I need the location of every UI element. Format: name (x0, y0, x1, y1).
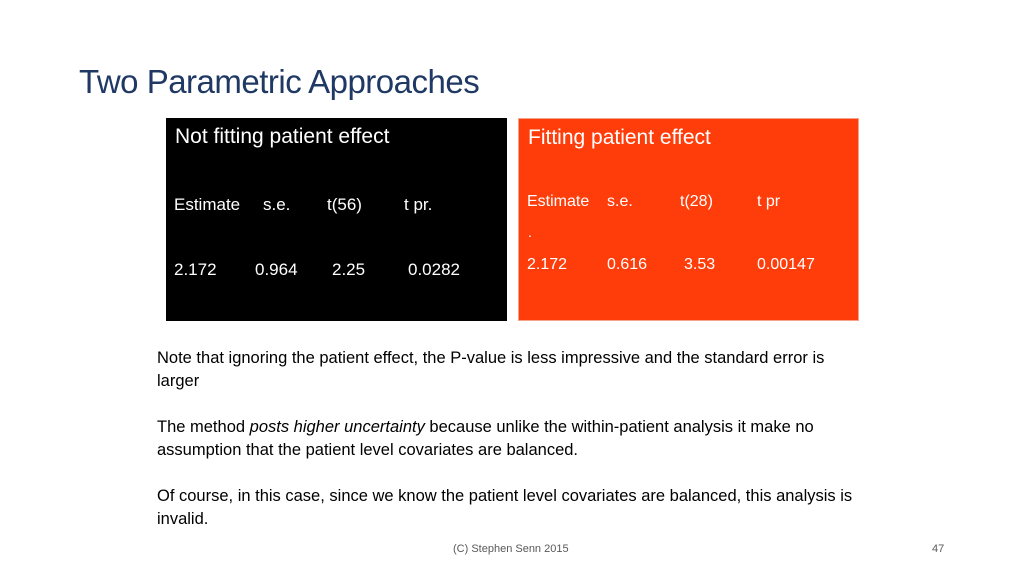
note-2-emphasis: posts higher uncertainty (249, 418, 425, 436)
right-value-se: 0.616 (607, 256, 648, 273)
note-2-after: because unlike the within-patient analys… (157, 418, 814, 459)
not-fitting-patient-effect-box: Not fitting patient effect Estimate s.e.… (166, 118, 507, 321)
right-value-estimate: 2.172 (527, 256, 568, 273)
right-header-estimate: Estimate (527, 193, 590, 210)
left-value-t: 2.25 (332, 260, 366, 279)
right-box-dot: . (528, 224, 532, 240)
page-number: 47 (932, 543, 945, 555)
note-2-before: The method (157, 418, 250, 436)
notes-text: Note that ignoring the patient effect, t… (157, 347, 857, 554)
right-header-tpr: t pr (757, 193, 781, 210)
left-box-heading: Not fitting patient effect (175, 125, 390, 148)
footer-copyright: (C) Stephen Senn 2015 (453, 543, 569, 555)
note-paragraph-3: Of course, in this case, since we know t… (157, 487, 853, 528)
left-header-se: s.e. (263, 195, 291, 214)
right-value-t: 3.53 (684, 256, 716, 273)
right-box-heading: Fitting patient effect (528, 126, 711, 149)
left-header-tpr: t pr. (404, 195, 433, 214)
right-value-tpr: 0.00147 (757, 256, 815, 273)
note-paragraph-2: The method posts higher uncertainty beca… (157, 416, 857, 462)
fitting-patient-effect-box: Fitting patient effect Estimate s.e. t(2… (518, 118, 859, 321)
left-value-tpr: 0.0282 (408, 260, 460, 279)
right-header-t: t(28) (680, 193, 713, 210)
slide-title: Two Parametric Approaches (79, 63, 480, 100)
left-value-estimate: 2.172 (174, 260, 217, 279)
right-header-se: s.e. (607, 193, 633, 210)
left-value-se: 0.964 (255, 260, 298, 279)
left-header-t: t(56) (327, 195, 362, 214)
left-header-estimate: Estimate (174, 195, 241, 214)
note-paragraph-1: Note that ignoring the patient effect, t… (157, 349, 825, 390)
